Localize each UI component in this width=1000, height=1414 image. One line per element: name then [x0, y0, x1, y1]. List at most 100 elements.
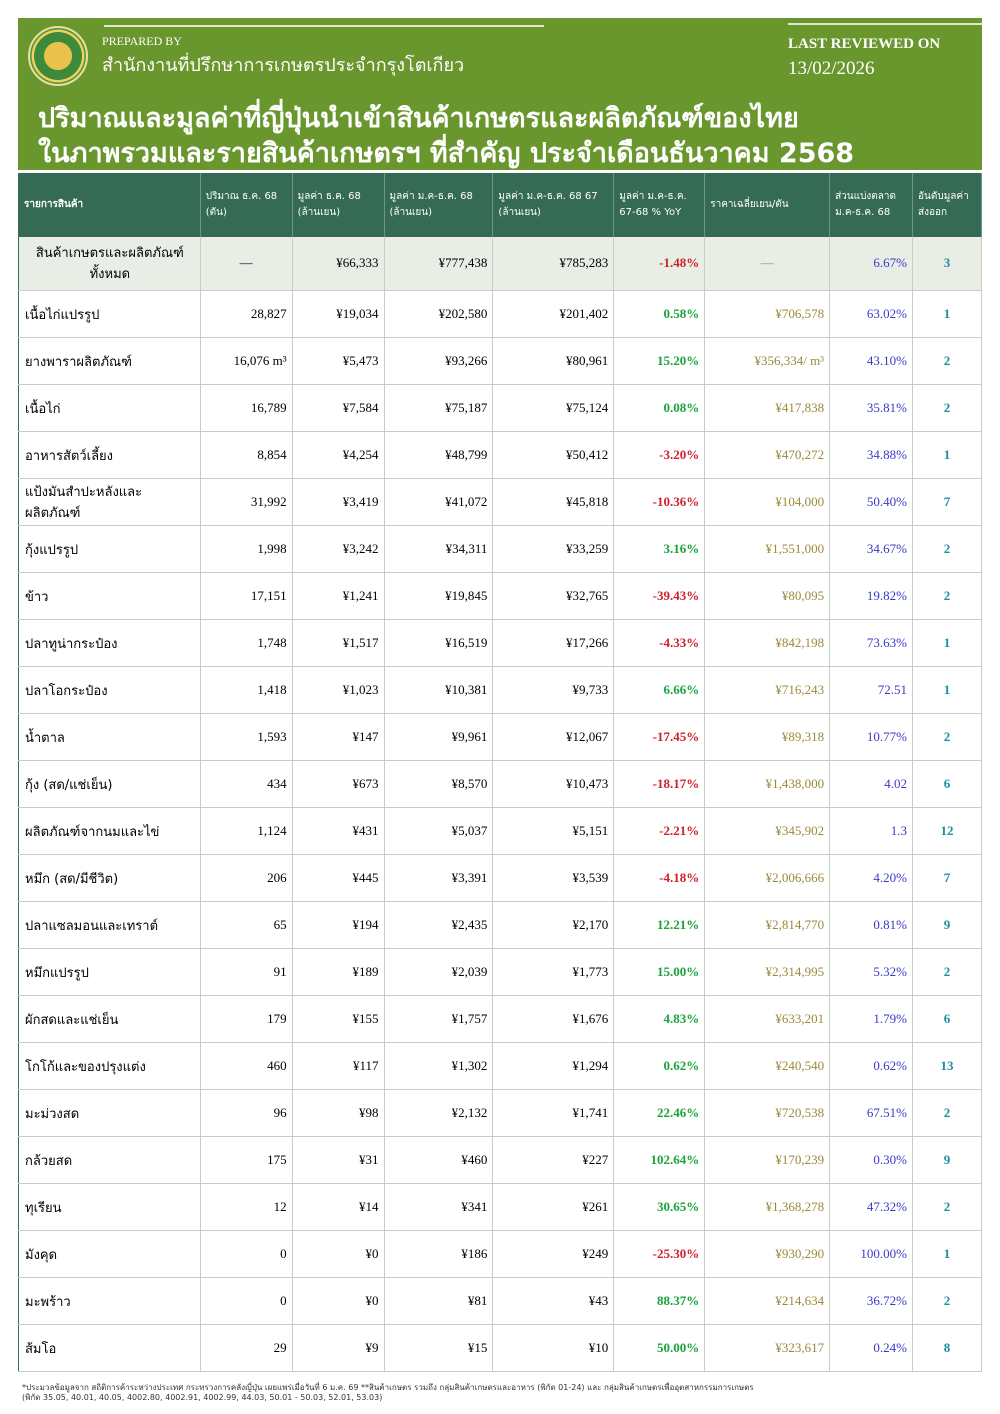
- value-ytd-67-cell: ¥33,259: [492, 525, 615, 573]
- column-header: อันดับมูลค่าส่งออก: [912, 173, 982, 237]
- product-name-cell: หมึก (สด/มีชีวิต): [18, 854, 201, 902]
- page-title-line2: ในภาพรวมและรายสินค้าเกษตรฯ ที่สำคัญ ประจ…: [38, 138, 855, 169]
- quantity-cell: 8,854: [200, 431, 293, 479]
- avg-price-cell: ¥930,290: [704, 1230, 831, 1278]
- table-row: กล้วยสด 175 ¥31 ¥460 ¥227 102.64% ¥170,239 0.30…: [18, 1136, 982, 1184]
- avg-price-cell: ¥2,814,770: [704, 901, 831, 949]
- table-row: ส้มโอ 29 ¥9 ¥15 ¥10 50.00% ¥323,617 0.24% 8: [18, 1324, 982, 1372]
- value-ytd-67-cell: ¥75,124: [492, 384, 615, 432]
- value-ytd-67-cell: ¥2,170: [492, 901, 615, 949]
- export-rank-cell: 13: [912, 1042, 982, 1090]
- value-ytd-68-cell: ¥16,519: [384, 619, 494, 667]
- table-row: มะม่วงสด 96 ¥98 ¥2,132 ¥1,741 22.46% ¥720,538 6…: [18, 1089, 982, 1137]
- market-share-cell: 34.67%: [829, 525, 914, 573]
- yoy-change-cell: 3.16%: [613, 525, 706, 573]
- yoy-change-cell: -2.21%: [613, 807, 706, 855]
- value-dec-cell: ¥5,473: [292, 337, 385, 385]
- yoy-change-cell: -39.43%: [613, 572, 706, 620]
- market-share-cell: 19.82%: [829, 572, 914, 620]
- yoy-change-cell: -1.48%: [613, 236, 706, 291]
- product-name-cell: ปลาแซลมอนและเทราต์: [18, 901, 201, 949]
- product-name-cell: โกโก้และของปรุงแต่ง: [18, 1042, 201, 1090]
- quantity-cell: 434: [200, 760, 293, 808]
- column-header: ส่วนแบ่งตลาด ม.ค-ธ.ค. 68: [829, 173, 914, 237]
- value-ytd-68-cell: ¥34,311: [384, 525, 494, 573]
- quantity-cell: 0: [200, 1277, 293, 1325]
- export-rank-cell: 2: [912, 1183, 982, 1231]
- export-rank-cell: 2: [912, 1089, 982, 1137]
- export-rank-cell: 9: [912, 1136, 982, 1184]
- value-dec-cell: ¥4,254: [292, 431, 385, 479]
- market-share-cell: 0.81%: [829, 901, 914, 949]
- value-ytd-67-cell: ¥227: [492, 1136, 615, 1184]
- quantity-cell: 1,593: [200, 713, 293, 761]
- export-rank-cell: 2: [912, 713, 982, 761]
- product-name-cell: ข้าว: [18, 572, 201, 620]
- table-row: ยางพาราผลิตภัณฑ์ 16,076 m³ ¥5,473 ¥93,266 ¥8…: [18, 337, 982, 385]
- table-row: เนื้อไก่ 16,789 ¥7,584 ¥75,187 ¥75,124 0.08% ¥…: [18, 384, 982, 432]
- table-row: ผลิตภัณฑ์จากนมและไข่ 1,124 ¥431 ¥5,037 ¥5,15…: [18, 807, 982, 855]
- yoy-change-cell: 0.62%: [613, 1042, 706, 1090]
- table-row: เนื้อไก่แปรรูป 28,827 ¥19,034 ¥202,580 ¥201,…: [18, 290, 982, 338]
- table-header-row: รายการสินค้า ปริมาณ ธ.ค. 68 (ตัน) มูลค่า ธ…: [18, 173, 982, 237]
- quantity-cell: 16,789: [200, 384, 293, 432]
- column-header: มูลค่า ม.ค-ธ.ค. 67-68 % YoY: [613, 173, 706, 237]
- table-row: แป้งมันสำปะหลังและผลิตภัณฑ์ 31,992 ¥3,419 ¥…: [18, 478, 982, 526]
- market-share-cell: 0.62%: [829, 1042, 914, 1090]
- header-banner: PREPARED BY สำนักงานที่ปรึกษาการเกษตรประ…: [18, 18, 982, 170]
- quantity-cell: 460: [200, 1042, 293, 1090]
- total-row: สินค้าเกษตรและผลิตภัณฑ์ทั้งหมด — ¥66,333 ¥7…: [18, 236, 982, 291]
- market-share-cell: 43.10%: [829, 337, 914, 385]
- product-name-cell: ส้มโอ: [18, 1324, 201, 1372]
- avg-price-cell: ¥214,634: [704, 1277, 831, 1325]
- value-ytd-68-cell: ¥9,961: [384, 713, 494, 761]
- yoy-change-cell: 6.66%: [613, 666, 706, 714]
- table-row: ผักสดและแช่เย็น 179 ¥155 ¥1,757 ¥1,676 4.83% ¥…: [18, 995, 982, 1043]
- avg-price-cell: —: [704, 236, 831, 291]
- market-share-cell: 36.72%: [829, 1277, 914, 1325]
- last-reviewed-label: LAST REVIEWED ON: [788, 36, 941, 52]
- quantity-cell: 1,124: [200, 807, 293, 855]
- quantity-cell: 206: [200, 854, 293, 902]
- quantity-cell: 12: [200, 1183, 293, 1231]
- export-rank-cell: 1: [912, 619, 982, 667]
- value-ytd-67-cell: ¥9,733: [492, 666, 615, 714]
- market-share-cell: 73.63%: [829, 619, 914, 667]
- value-dec-cell: ¥431: [292, 807, 385, 855]
- table-row: มะพร้าว 0 ¥0 ¥81 ¥43 88.37% ¥214,634 36.72% 2: [18, 1277, 982, 1325]
- avg-price-cell: ¥2,314,995: [704, 948, 831, 996]
- divider: [104, 25, 544, 27]
- table-row: น้ำตาล 1,593 ¥147 ¥9,961 ¥12,067 -17.45% ¥89,3…: [18, 713, 982, 761]
- product-name-cell: ทุเรียน: [18, 1183, 201, 1231]
- value-ytd-68-cell: ¥460: [384, 1136, 494, 1184]
- value-dec-cell: ¥673: [292, 760, 385, 808]
- product-name-cell: แป้งมันสำปะหลังและผลิตภัณฑ์: [18, 478, 201, 526]
- value-dec-cell: ¥3,419: [292, 478, 385, 526]
- quantity-cell: 65: [200, 901, 293, 949]
- market-share-cell: 4.20%: [829, 854, 914, 902]
- column-header: มูลค่า ม.ค-ธ.ค. 68 67 (ล้านเยน): [492, 173, 615, 237]
- table-row: มังคุด 0 ¥0 ¥186 ¥249 -25.30% ¥930,290 100.00% 1: [18, 1230, 982, 1278]
- product-name-cell: ปลาโอกระป๋อง: [18, 666, 201, 714]
- quantity-cell: 16,076 m³: [200, 337, 293, 385]
- export-rank-cell: 1: [912, 290, 982, 338]
- avg-price-cell: ¥470,272: [704, 431, 831, 479]
- value-dec-cell: ¥194: [292, 901, 385, 949]
- avg-price-cell: ¥716,243: [704, 666, 831, 714]
- product-name-cell: มังคุด: [18, 1230, 201, 1278]
- value-dec-cell: ¥7,584: [292, 384, 385, 432]
- product-name-cell: ผักสดและแช่เย็น: [18, 995, 201, 1043]
- export-rank-cell: 3: [912, 236, 982, 291]
- value-ytd-68-cell: ¥2,132: [384, 1089, 494, 1137]
- value-ytd-67-cell: ¥201,402: [492, 290, 615, 338]
- export-rank-cell: 1: [912, 1230, 982, 1278]
- avg-price-cell: ¥345,902: [704, 807, 831, 855]
- value-ytd-68-cell: ¥19,845: [384, 572, 494, 620]
- value-ytd-67-cell: ¥10,473: [492, 760, 615, 808]
- value-ytd-67-cell: ¥1,676: [492, 995, 615, 1043]
- avg-price-cell: ¥633,201: [704, 995, 831, 1043]
- table-row: หมึกแปรรูป 91 ¥189 ¥2,039 ¥1,773 15.00% ¥2,314…: [18, 948, 982, 996]
- value-ytd-68-cell: ¥81: [384, 1277, 494, 1325]
- quantity-cell: 1,418: [200, 666, 293, 714]
- avg-price-cell: ¥89,318: [704, 713, 831, 761]
